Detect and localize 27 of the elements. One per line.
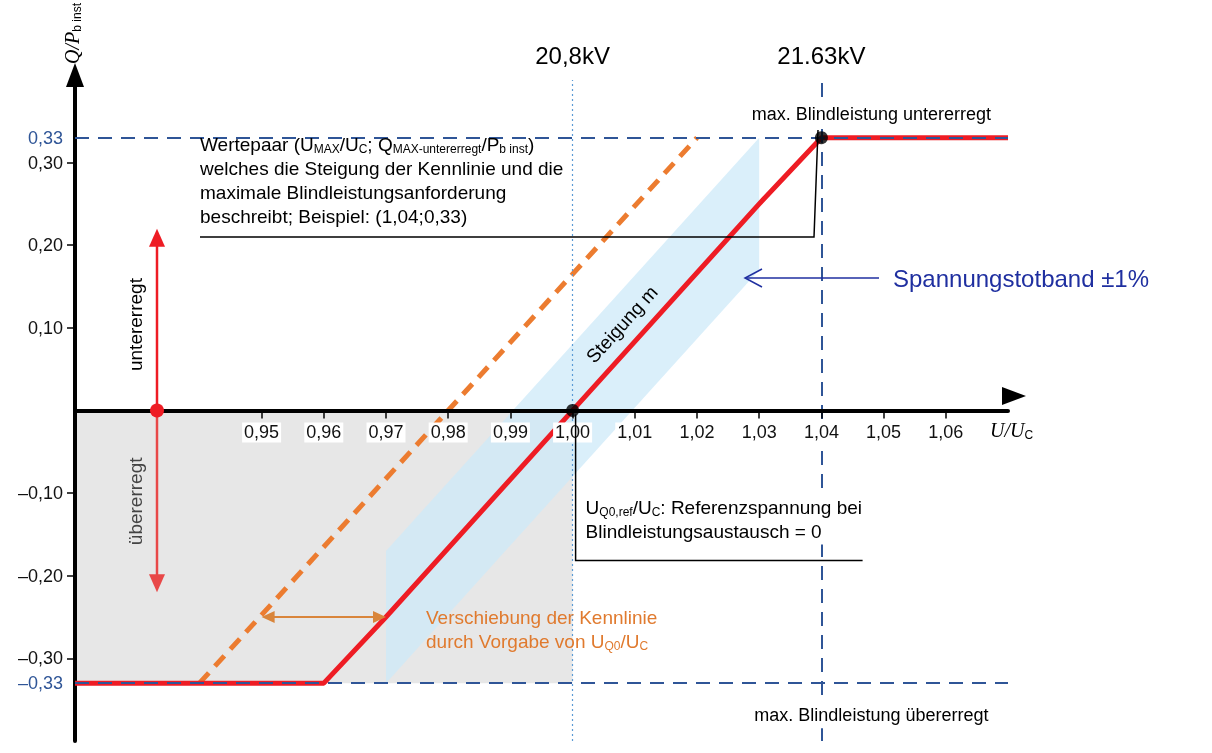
annotation: übererregt [124, 456, 146, 546]
x-tick-label: 1,01 [617, 422, 653, 443]
ref-line-label: 0,33 [27, 127, 63, 148]
x-tick-label: 1,05 [866, 422, 902, 443]
y-tick-label: –0,10 [17, 483, 63, 504]
annotation: untererregt [124, 277, 146, 372]
y-tick-label: 0,30 [27, 152, 63, 173]
y-axis-title: Q/Pb inst [61, 2, 84, 64]
x-tick-label: 0,96 [306, 422, 342, 443]
x-tick-label: 1,04 [803, 422, 839, 443]
ref-line-label: –0,33 [17, 673, 63, 694]
x-tick-label: 0,97 [368, 422, 404, 443]
ref-line-label: 20,8kV [535, 42, 610, 70]
ref-line-label: 21.63kV [777, 42, 866, 70]
annotation: max. Blindleistung untererregt [751, 103, 991, 124]
x-tick-label: 0,95 [244, 422, 280, 443]
annotation: max. Blindleistung übererregt [754, 705, 989, 726]
y-tick-label: 0,10 [27, 317, 63, 338]
x-tick-label: 0,99 [492, 422, 528, 443]
x-tick-label: 1,03 [741, 422, 777, 443]
y-tick-label: –0,20 [17, 565, 63, 586]
y-tick-label: –0,30 [17, 648, 63, 669]
x-tick-label: 1,06 [928, 422, 964, 443]
x-tick-label: 1,02 [679, 422, 715, 443]
annotation: Spannungstotband ±1% [893, 264, 1150, 292]
y-tick-label: 0,20 [27, 235, 63, 256]
x-tick-label: 0,98 [430, 422, 466, 443]
